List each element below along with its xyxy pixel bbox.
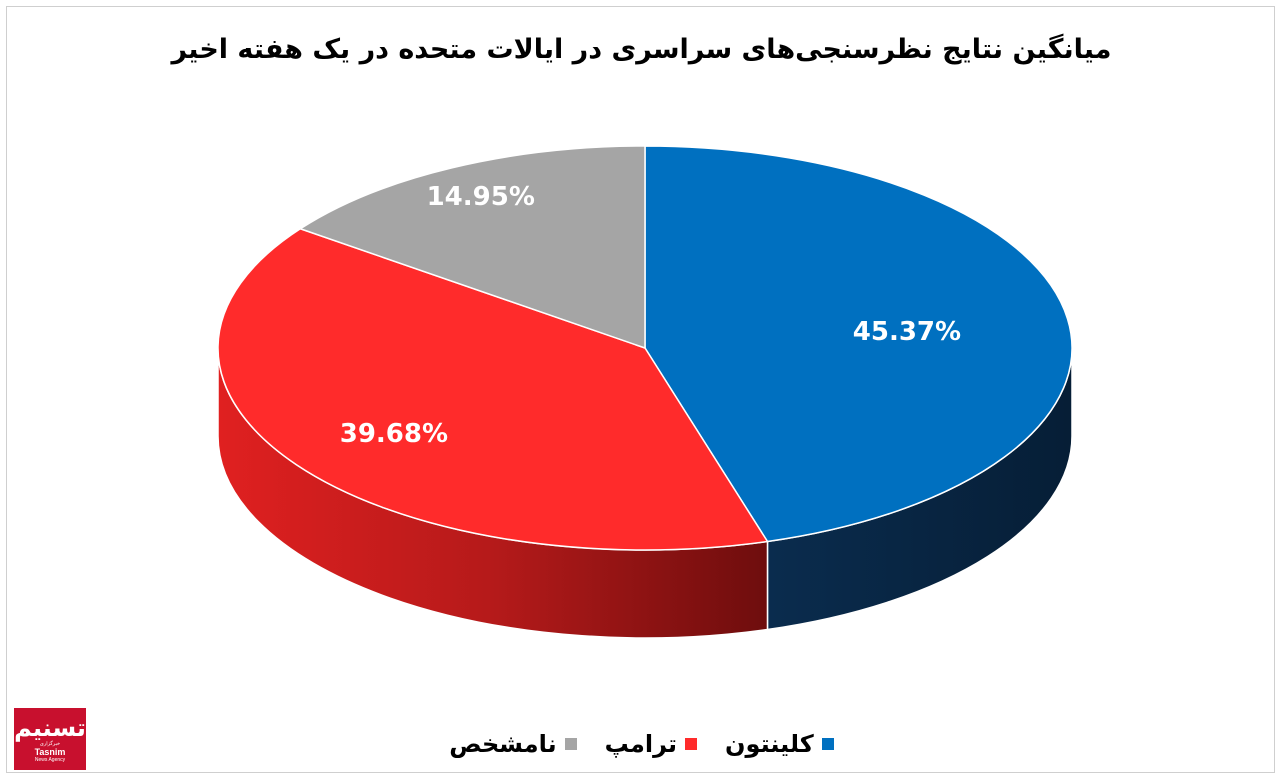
logo-text: Tasnim (34, 747, 66, 757)
legend-swatch-undecided (564, 738, 577, 750)
legend-label-undecided: نامشخص (449, 730, 557, 758)
legend-item-trump: ترامپ (604, 730, 698, 758)
data-label-clinton: 45.37% (853, 317, 961, 347)
legend-item-clinton: کلینتون (725, 730, 834, 758)
pie-slice-clinton (644, 145, 1073, 543)
data-label-undecided: 14.95% (427, 182, 535, 212)
data-label-trump: 39.68% (340, 419, 448, 449)
legend-label-trump: ترامپ (604, 730, 678, 758)
legend-label-clinton: کلینتون (725, 730, 814, 758)
chart-title: میانگین نتایج نظرسنجی‌های سراسری در ایال… (171, 34, 1112, 65)
legend: کلینتون ترامپ نامشخص (0, 730, 1283, 758)
legend-swatch-trump (685, 738, 698, 750)
legend-swatch-clinton (821, 738, 834, 750)
pie-tops (217, 145, 1073, 551)
logo-subtext: News Agency (34, 757, 66, 763)
logo-caption: خبرگزاری (39, 741, 61, 747)
pie-slice-trump (217, 227, 769, 551)
logo-mark: تسنیم (14, 714, 86, 742)
tasnim-logo: تسنیم خبرگزاری Tasnim News Agency (14, 708, 86, 770)
pie-slice-undecided (298, 145, 646, 350)
legend-item-undecided: نامشخص (449, 730, 577, 758)
pie-labels: 45.37% 39.68% 14.95% (340, 182, 961, 449)
